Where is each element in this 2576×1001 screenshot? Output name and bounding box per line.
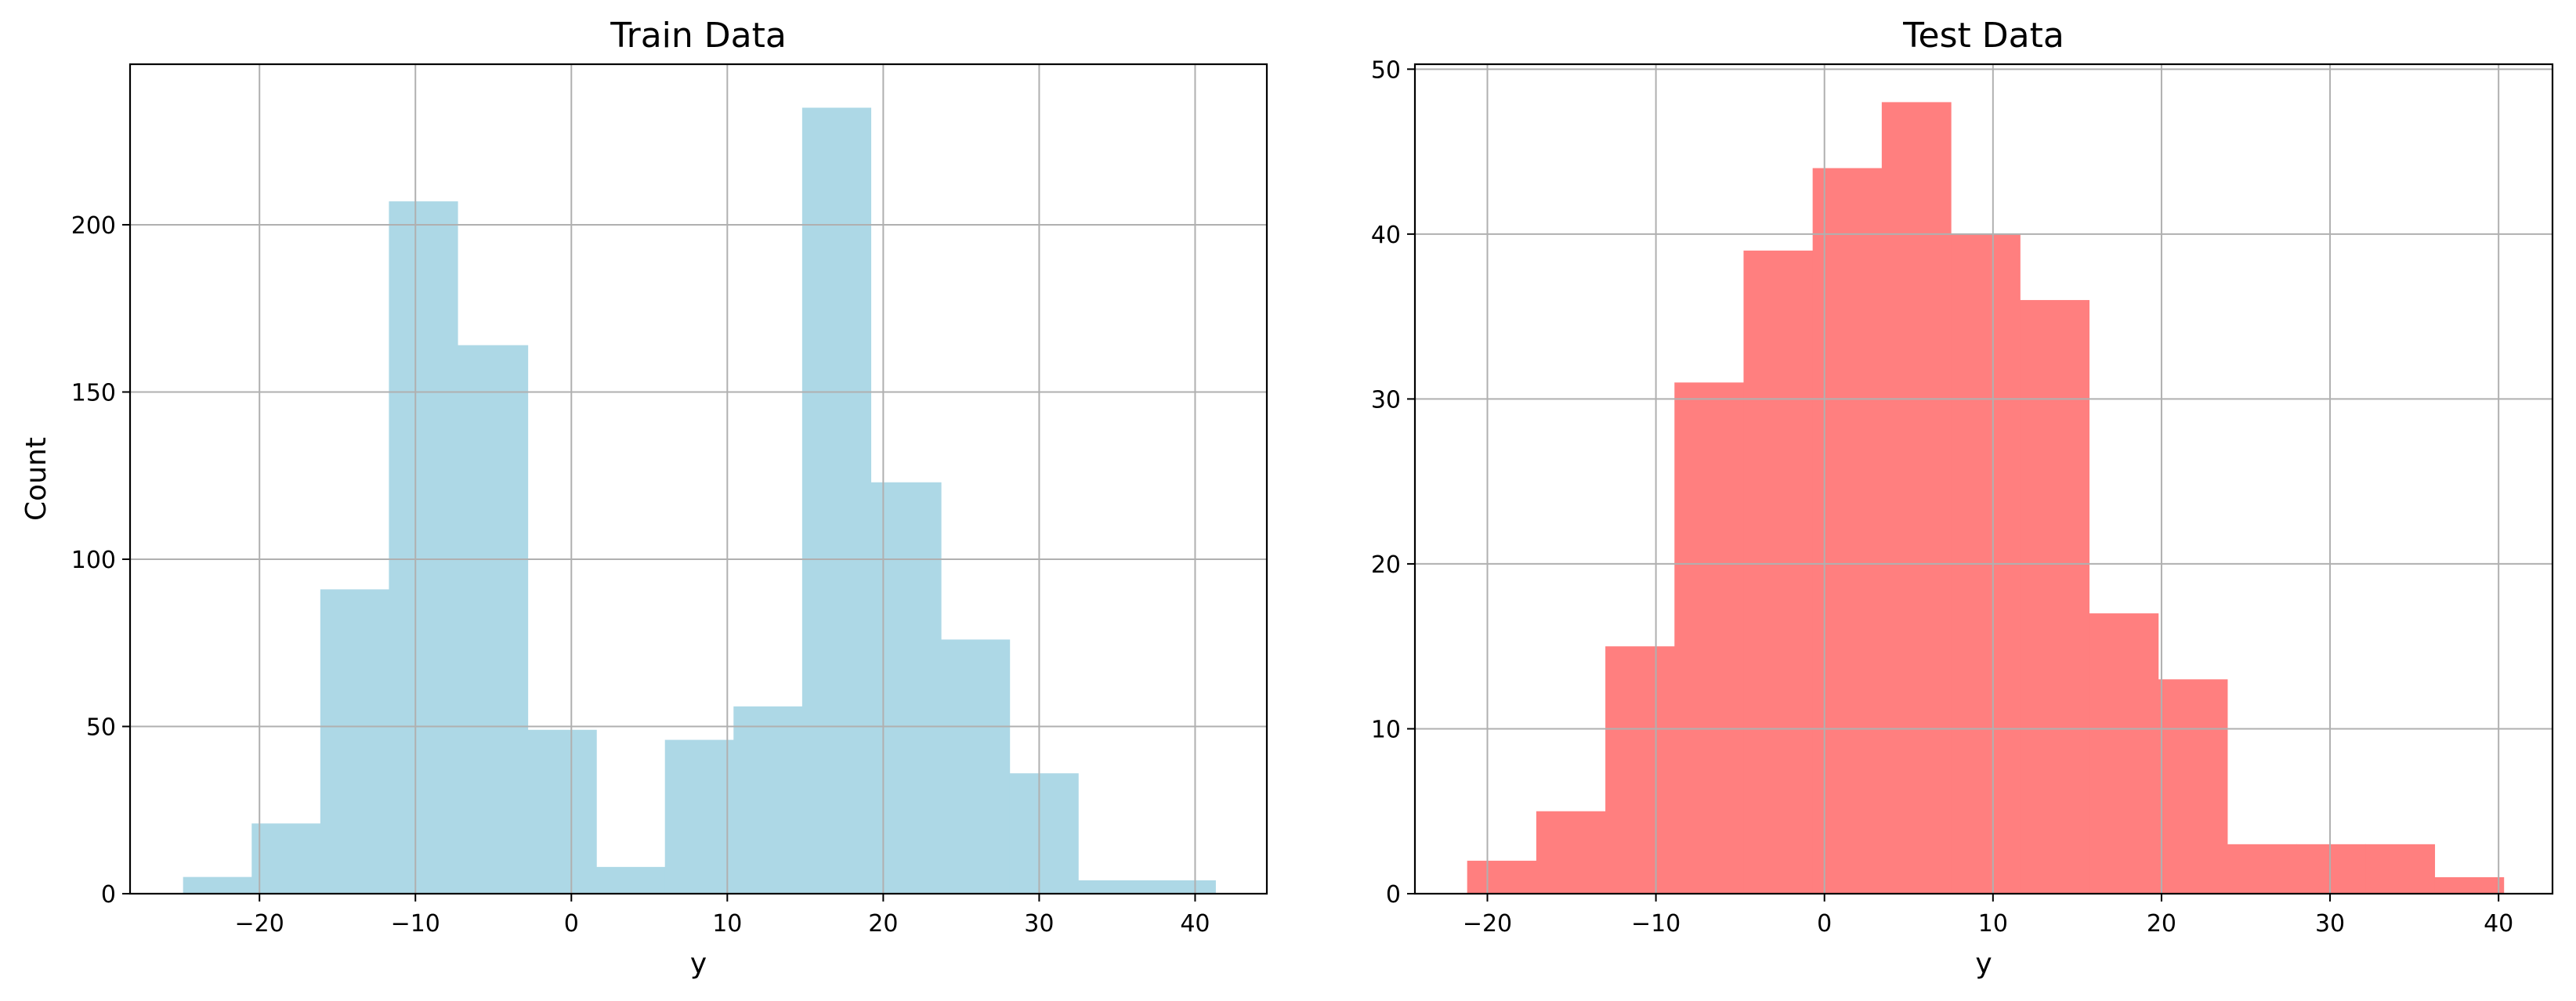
train-panel: −20 −10 0 10 20 30 40 0 50 100 150 200 Train Data y Co… <box>20 16 1268 980</box>
test-chart-title: Test Data <box>1902 16 2064 56</box>
train-bar <box>1078 880 1148 894</box>
test-x-tick-label: 20 <box>2147 910 2176 938</box>
test-bar <box>2365 844 2436 894</box>
test-y-tick-label: 20 <box>1371 551 1401 579</box>
test-bar <box>2227 844 2297 894</box>
train-bar <box>664 739 734 894</box>
test-bar <box>2434 876 2505 894</box>
test-bar <box>1605 646 1675 894</box>
test-y-tick-label: 50 <box>1371 56 1401 84</box>
train-grid <box>130 64 1267 894</box>
train-y-tick-label: 0 <box>101 881 116 909</box>
train-bar <box>941 639 1011 894</box>
test-panel: −20 −10 0 10 20 30 40 0 10 20 30 40 50 Test Data y <box>1371 16 2554 980</box>
train-bar <box>251 823 321 894</box>
test-y-tick-label: 10 <box>1371 716 1401 743</box>
train-x-tick-label: 10 <box>712 910 742 938</box>
train-y-tick-label: 50 <box>86 714 116 741</box>
train-bar <box>733 706 803 894</box>
train-bar <box>596 866 666 894</box>
test-x-tick-label: −10 <box>1631 910 1681 938</box>
test-y-tick-label: 30 <box>1371 386 1401 414</box>
test-bar <box>1536 811 1606 894</box>
test-bar <box>2296 844 2366 894</box>
test-x-axis: −20 −10 0 10 20 30 40 <box>1463 894 2513 938</box>
test-y-tick-label: 40 <box>1371 222 1401 249</box>
train-y-axis-label: Count <box>20 437 52 521</box>
train-axes-frame <box>128 63 1268 895</box>
test-axes-frame <box>1413 63 2554 895</box>
test-bar <box>1467 860 1537 894</box>
test-x-tick-label: 0 <box>1817 910 1832 938</box>
test-bar <box>2158 679 2228 894</box>
test-bar <box>2020 300 2090 894</box>
train-x-tick-label: 20 <box>868 910 898 938</box>
train-y-axis: 0 50 100 150 200 <box>71 212 130 909</box>
train-y-tick-label: 150 <box>71 379 116 407</box>
train-x-tick-label: 40 <box>1180 910 1210 938</box>
train-x-tick-label: −10 <box>391 910 440 938</box>
train-x-tick-label: −20 <box>235 910 284 938</box>
test-bars <box>1467 102 2505 894</box>
train-bar <box>801 107 872 894</box>
train-bar <box>1009 773 1079 894</box>
train-y-tick-label: 200 <box>71 212 116 240</box>
test-bar <box>1881 102 1952 894</box>
test-y-tick-label: 0 <box>1386 881 1401 909</box>
train-bar <box>183 876 252 894</box>
train-x-tick-label: 30 <box>1024 910 1054 938</box>
test-bar <box>1674 382 1745 894</box>
test-x-tick-label: −20 <box>1463 910 1512 938</box>
test-bar <box>2089 613 2159 894</box>
test-x-axis-label: y <box>1975 948 1992 980</box>
test-y-axis: 0 10 20 30 40 50 <box>1371 56 1415 909</box>
train-x-axis-label: y <box>690 948 707 980</box>
train-bar <box>527 729 597 894</box>
train-x-tick-label: 0 <box>564 910 579 938</box>
train-bar <box>389 201 458 894</box>
train-chart-title: Train Data <box>610 16 787 56</box>
train-x-axis: −20 −10 0 10 20 30 40 <box>235 894 1210 938</box>
test-bar <box>1812 168 1883 894</box>
test-bar <box>1743 250 1814 894</box>
test-x-tick-label: 30 <box>2315 910 2345 938</box>
train-bar <box>457 345 529 894</box>
train-bars <box>183 107 1216 894</box>
train-bar <box>1146 880 1216 894</box>
train-bar <box>870 482 942 894</box>
train-bar <box>320 589 390 894</box>
train-y-tick-label: 100 <box>71 547 116 574</box>
test-x-tick-label: 10 <box>1978 910 2008 938</box>
test-x-tick-label: 40 <box>2484 910 2513 938</box>
